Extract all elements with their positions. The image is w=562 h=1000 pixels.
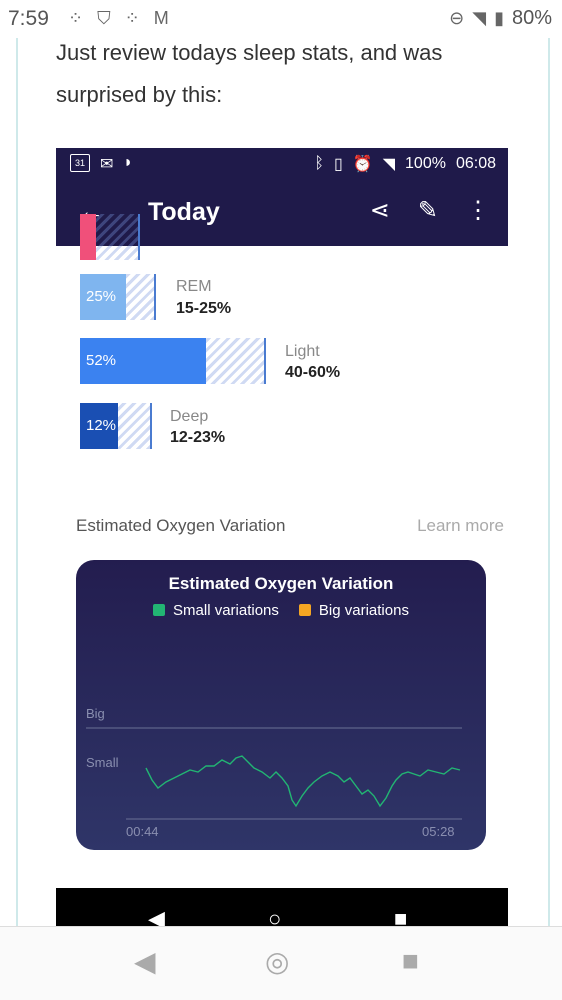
mail-icon: ✉ [100, 156, 114, 173]
app-title: Today [148, 198, 220, 226]
light-label: Light [285, 343, 320, 360]
status-bar: 7:59 ⁘ ⛉ ⁘ M ⊖ ◥ ▮ 80% [0, 0, 562, 38]
x-label-start: 00:44 [126, 824, 159, 839]
fitbit-icon: ⁘ [124, 8, 140, 28]
post-line: Just review todays sleep stats, and was [56, 40, 443, 65]
x-label-end: 05:28 [422, 824, 455, 839]
chart-legend: Small variations Big variations [76, 602, 486, 619]
status-time: 7:59 [8, 7, 49, 30]
rem-range: 15-25% [176, 300, 232, 317]
wifi-icon: ◥ [472, 8, 487, 28]
edit-icon[interactable]: ✎ [417, 197, 438, 224]
notification-icon: ◗ [123, 154, 134, 171]
alarm-icon: ⏰ [352, 156, 373, 173]
embedded-screenshot[interactable]: 31 ✉ ◗ ᛒ ▯ ⏰ ◥ 100% 06:08 ← Today ⋖ ✎ ⋮ [56, 148, 508, 928]
calendar-icon: 31 [70, 154, 90, 172]
y-label-small: Small [86, 755, 119, 770]
post-body: Just review todays sleep stats, and was … [56, 38, 526, 116]
system-nav-bar: ◀ ◎ ■ [0, 926, 562, 1000]
battery-label: 80% [511, 7, 552, 29]
fitbit-icon: ⁘ [68, 8, 84, 28]
wifi-icon: ◥ [382, 156, 396, 173]
sleep-stages: 25% REM 15-25% 52% Light 40-60% 12% Deep… [56, 214, 508, 506]
oxygen-chart: Big Small 00:44 05:28 [86, 706, 462, 839]
signal-icon: ▮ [494, 8, 504, 28]
light-bar: 52% [80, 338, 266, 384]
post-line: surprised by this: [56, 82, 223, 107]
light-percent: 52% [86, 352, 117, 369]
learn-more-link[interactable]: Learn more [417, 516, 504, 535]
rem-label: REM [176, 278, 212, 295]
oxygen-heading: Estimated Oxygen Variation [76, 516, 286, 535]
deep-bar: 12% [80, 403, 152, 449]
malwarebytes-icon: M [153, 8, 169, 28]
chart-title: Estimated Oxygen Variation [168, 574, 394, 593]
home-icon[interactable]: ○ [268, 906, 282, 928]
awake-bar-partial [80, 214, 142, 260]
legend-big: Big variations [298, 602, 409, 619]
inner-nav-bar: ◀ ○ ■ [56, 888, 508, 928]
rem-percent: 25% [86, 288, 117, 305]
light-range: 40-60% [285, 364, 341, 381]
back-icon[interactable]: ◀ [148, 906, 165, 928]
dnd-icon: ⊖ [449, 8, 465, 28]
rem-bar: 25% [80, 274, 158, 320]
bluetooth-icon: ᛒ [314, 155, 324, 172]
inner-battery: 100% [405, 155, 446, 172]
share-icon[interactable]: ⋖ [369, 197, 390, 224]
oxygen-chart-card: Estimated Oxygen Variation Small variati… [76, 560, 486, 850]
shield-icon: ⛉ [97, 8, 111, 28]
back-icon[interactable]: ◀ [134, 946, 156, 977]
home-icon[interactable]: ◎ [265, 946, 290, 977]
inner-time: 06:08 [455, 155, 496, 172]
app-bar: ← Today ⋖ ✎ ⋮ [56, 180, 508, 246]
vibrate-icon: ▯ [333, 156, 343, 173]
recents-icon[interactable]: ■ [402, 945, 419, 976]
forum-post: Just review todays sleep stats, and was … [16, 38, 550, 928]
legend-small: Small variations [153, 602, 279, 619]
recents-icon[interactable]: ■ [394, 906, 408, 928]
deep-range: 12-23% [170, 429, 226, 446]
deep-label: Deep [170, 408, 209, 425]
oxygen-series-line [145, 755, 461, 808]
inner-status-bar: 31 ✉ ◗ ᛒ ▯ ⏰ ◥ 100% 06:08 [56, 148, 508, 180]
deep-percent: 12% [86, 417, 117, 434]
y-label-big: Big [86, 706, 105, 721]
more-vert-icon[interactable]: ⋮ [466, 197, 490, 224]
